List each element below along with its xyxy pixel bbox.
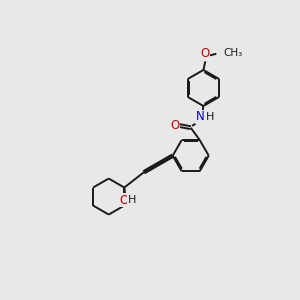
Text: O: O (119, 194, 129, 206)
Text: O: O (170, 119, 180, 132)
Text: N: N (196, 110, 204, 123)
Text: CH₃: CH₃ (224, 48, 243, 58)
Text: O: O (201, 47, 210, 60)
Text: H: H (128, 195, 136, 205)
Text: H: H (206, 112, 214, 122)
